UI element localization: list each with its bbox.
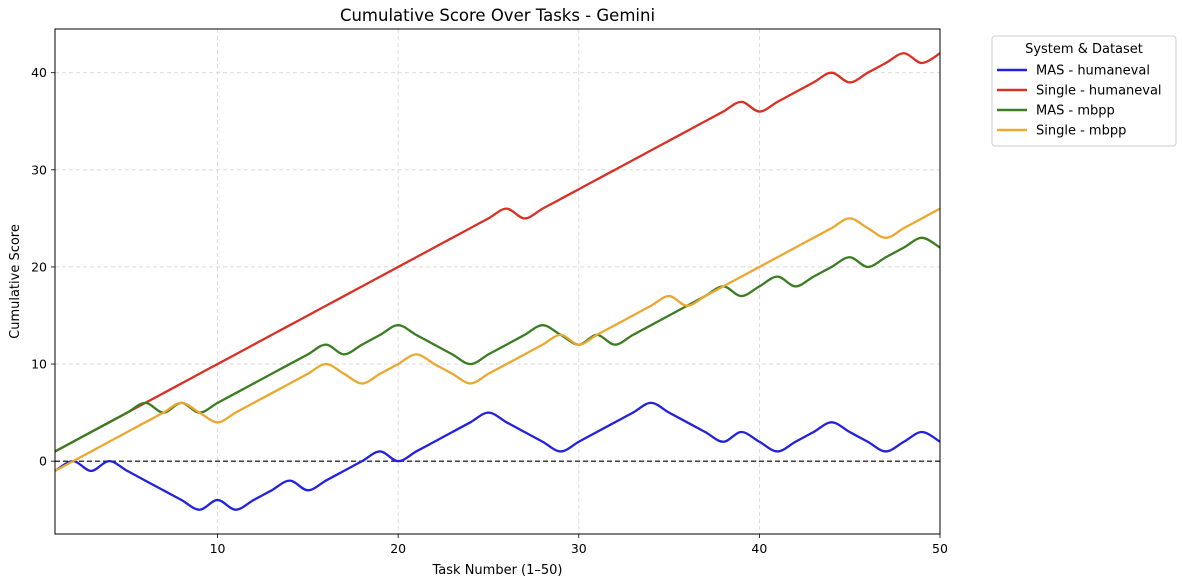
y-tick-label: 30 bbox=[31, 162, 47, 177]
plot-frame bbox=[54, 28, 941, 535]
legend-label-0: MAS - humaneval bbox=[1036, 64, 1150, 79]
x-tick-label: 50 bbox=[932, 541, 948, 556]
x-tick-label: 40 bbox=[751, 541, 767, 556]
series-line-3 bbox=[55, 207, 940, 473]
legend-label-1: Single - humaneval bbox=[1036, 84, 1162, 99]
series-group bbox=[55, 52, 940, 511]
legend-box bbox=[991, 35, 1177, 147]
legend-label-3: Single - mbpp bbox=[1036, 124, 1126, 139]
y-tick-label: 0 bbox=[39, 454, 47, 469]
series-line-0 bbox=[55, 401, 940, 511]
legend-label-2: MAS - mbpp bbox=[1036, 104, 1115, 119]
x-tick-label: 30 bbox=[571, 541, 587, 556]
chart-title: Cumulative Score Over Tasks - Gemini bbox=[340, 6, 655, 25]
y-axis-title: Cumulative Score bbox=[8, 224, 23, 339]
x-tick-label: 20 bbox=[390, 541, 406, 556]
y-tick-label: 20 bbox=[31, 259, 47, 274]
y-tick-label: 10 bbox=[31, 357, 47, 372]
x-tick-label: 10 bbox=[210, 541, 226, 556]
ticks: 10 20 30 40 50 0 10 20 30 40 bbox=[31, 65, 948, 556]
series-line-1 bbox=[55, 52, 940, 453]
legend-title: System & Dataset bbox=[1025, 42, 1143, 57]
y-tick-label: 40 bbox=[31, 65, 47, 80]
legend: System & Dataset MAS - humaneval Single -… bbox=[991, 35, 1177, 147]
x-axis-title: Task Number (1–50) bbox=[432, 563, 563, 578]
legend-items: MAS - humaneval Single - humaneval MAS - m… bbox=[997, 64, 1162, 139]
